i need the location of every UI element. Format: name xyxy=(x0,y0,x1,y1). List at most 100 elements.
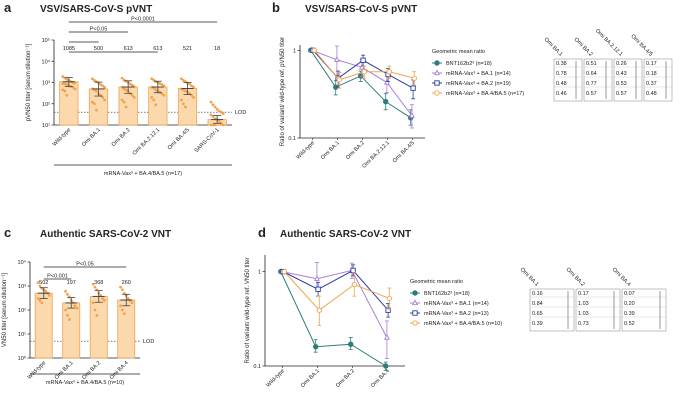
data-point xyxy=(64,308,67,312)
x-tick-label: Omi BA.4/5 xyxy=(167,127,191,151)
data-point xyxy=(95,313,99,317)
data-point xyxy=(192,85,196,89)
data-point xyxy=(93,79,96,82)
data-point xyxy=(126,297,130,300)
data-point xyxy=(190,84,193,88)
data-point xyxy=(120,85,124,89)
legend-label: mRNA-Vax³ + BA.4/BA.5 (n=17) xyxy=(446,91,524,97)
value-label: 613 xyxy=(153,46,162,52)
data-point xyxy=(99,83,102,86)
table-column-box xyxy=(529,288,575,332)
data-point xyxy=(209,123,213,127)
data-point xyxy=(103,85,107,89)
data-point xyxy=(217,119,221,123)
data-point xyxy=(67,318,71,321)
data-point xyxy=(213,123,217,127)
series-marker xyxy=(383,333,390,340)
data-point xyxy=(179,77,183,81)
series-marker xyxy=(336,77,342,83)
table-column-box xyxy=(583,58,613,102)
data-point xyxy=(101,95,104,99)
table-column-header: Omi BA.1 xyxy=(519,267,540,288)
table-cell: 0.43 xyxy=(616,71,627,77)
data-point xyxy=(61,75,65,78)
series-marker xyxy=(348,341,354,347)
data-point xyxy=(215,107,219,111)
x-tick-label: Omi BA.1 xyxy=(300,368,321,389)
data-point xyxy=(162,93,166,97)
y-tick-label: 10² xyxy=(18,308,26,314)
panel-title: VSV/SARS-CoV-S pVNT xyxy=(40,4,152,15)
data-point xyxy=(219,110,223,114)
data-point xyxy=(63,89,67,93)
data-point xyxy=(65,93,69,97)
data-point xyxy=(213,105,217,109)
data-point xyxy=(44,289,48,293)
data-point xyxy=(152,78,156,82)
panel-c: c Authentic SARS-CoV-2 VNT 10⁰ 10¹ 10² 10³ 10⁴… xyxy=(2,225,171,386)
value-label: 613 xyxy=(124,46,133,52)
panel-label: b xyxy=(272,0,280,15)
x-tick-label: Wild-type xyxy=(265,368,285,388)
value-label: 368 xyxy=(94,280,103,286)
data-point xyxy=(90,77,94,81)
value-label: 260 xyxy=(122,280,131,286)
table-title: Geometric mean ratio xyxy=(432,49,485,55)
table-cell: 0.57 xyxy=(586,91,597,97)
table-cell: 0.46 xyxy=(556,91,567,97)
table-cell: 0.38 xyxy=(556,61,567,67)
panel-a: a VSV/SARS-CoV-S pVNT 10¹ 10² 10³ 10⁴ 10⁵ pVN50… xyxy=(4,0,246,177)
table-cell: 0.17 xyxy=(646,61,657,67)
data-point xyxy=(119,304,122,308)
data-point xyxy=(38,284,42,288)
y-axis-label: Ratio of variant/ wild-type ref. pVN50 t… xyxy=(280,37,286,146)
data-point xyxy=(91,282,95,286)
panel-title: Authentic SARS-CoV-2 VNT xyxy=(280,229,411,240)
table-cell: 0.39 xyxy=(532,321,543,327)
table-column-box xyxy=(575,288,621,332)
series-marker xyxy=(360,57,366,63)
table-cell: 0.51 xyxy=(586,61,597,67)
bar xyxy=(34,292,53,359)
significance-label: P<0.0001 xyxy=(131,17,155,23)
table-cell: 0.65 xyxy=(532,311,543,317)
data-point xyxy=(184,105,187,109)
data-point xyxy=(122,312,126,316)
table-cell: 0.78 xyxy=(556,71,567,77)
value-label: 521 xyxy=(183,46,192,52)
data-point xyxy=(221,123,225,127)
series-marker xyxy=(412,310,418,316)
x-tick-label: Wild-type xyxy=(27,360,47,380)
x-tick-label: Omi BA.2.12.1 xyxy=(132,127,162,157)
table-column-box xyxy=(553,58,583,102)
value-label: 502 xyxy=(39,280,48,286)
table-cell: 0.20 xyxy=(624,301,635,307)
data-point xyxy=(132,95,136,99)
data-point xyxy=(95,89,98,93)
x-tick-label: Wild-type xyxy=(295,140,315,160)
data-point xyxy=(101,297,104,300)
series-marker xyxy=(361,69,367,75)
y-tick-label: 10⁴ xyxy=(18,259,27,266)
table-column-header: Omi BA.2 xyxy=(573,37,594,58)
y-axis-label: VN50 titer [serum dilution⁻¹] xyxy=(2,273,8,348)
data-point xyxy=(121,288,124,292)
significance-label: P<0.05 xyxy=(76,262,94,268)
series-line xyxy=(283,271,390,311)
group-label: mRNA-Vax³ + BA.4/BA.5 (n=17) xyxy=(104,171,182,177)
y-tick-label: 10² xyxy=(42,102,50,108)
value-label: 500 xyxy=(94,46,103,52)
legend-label: mRNA-Vax³ + BA.4/BA.5 (n=10) xyxy=(424,321,502,327)
data-point xyxy=(209,113,213,117)
x-tick-label: SARS-CoV-1 xyxy=(194,127,221,154)
table-column-header: Omi BA.2.12.1 xyxy=(594,28,624,58)
value-label: 18 xyxy=(214,46,220,52)
data-point xyxy=(93,102,96,106)
table-cell: 0.18 xyxy=(646,71,657,77)
series-marker xyxy=(358,63,365,70)
table-cell: 0.84 xyxy=(532,301,543,307)
table-cell: 0.39 xyxy=(624,311,635,317)
series-marker xyxy=(412,299,418,306)
data-point xyxy=(128,82,132,86)
